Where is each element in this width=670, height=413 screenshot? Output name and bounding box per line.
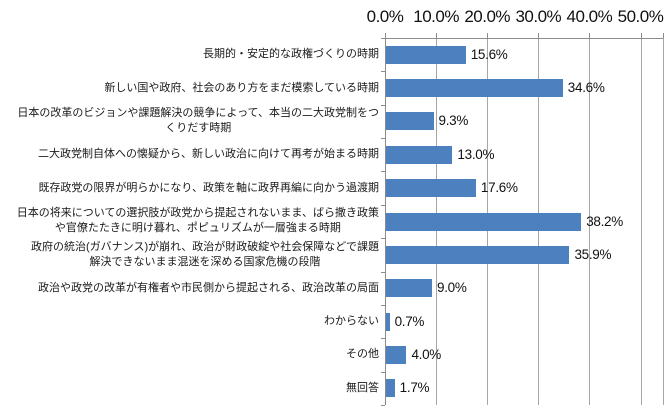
data-bar xyxy=(386,279,432,298)
category-axis-tick xyxy=(381,338,385,339)
category-axis-line xyxy=(385,38,386,405)
value-axis-tick-label: 30.0% xyxy=(515,7,562,26)
data-label: 38.2% xyxy=(586,213,623,229)
category-label-text: 無回答 xyxy=(346,381,379,394)
category-label-text: 日本の改革のビジョンや課題解決の競争によって、本当の二大政党制をつ くりだす時期 xyxy=(17,107,379,135)
category-label-text: 二大政党制自体への懐疑から、新しい政治に向けて再考が始まる時期 xyxy=(38,148,379,161)
category-label: わからない xyxy=(0,305,379,338)
category-axis-tick xyxy=(381,238,385,239)
category-axis-tick xyxy=(381,171,385,172)
data-label: 0.7% xyxy=(394,313,425,329)
data-bar xyxy=(386,212,582,231)
value-axis-tick-label: 40.0% xyxy=(566,7,613,26)
gridline xyxy=(640,38,642,405)
data-label: 17.6% xyxy=(480,180,518,196)
category-label: 既存政党の限界が明らかになり、政策を軸に政界再編に向かう過渡期 xyxy=(0,171,379,204)
data-bar xyxy=(386,312,390,331)
data-label: 34.6% xyxy=(567,80,605,96)
value-axis-tick xyxy=(640,33,642,38)
category-label: 新しい国や政府、社会のあり方をまだ模索している時期 xyxy=(0,71,379,104)
data-bar xyxy=(386,79,563,98)
category-label: 無回答 xyxy=(0,372,379,405)
category-label-text: その他 xyxy=(346,348,379,361)
gridline xyxy=(589,38,591,405)
data-label: 9.3% xyxy=(438,113,469,129)
data-bar xyxy=(386,179,476,198)
data-bar xyxy=(386,112,434,131)
category-label-text: 新しい国や政府、社会のあり方をまだ模索している時期 xyxy=(104,81,379,94)
category-label: 政府の統治(ガバナンス)が崩れ、政治が財政破綻や社会保障などで課題 解決できない… xyxy=(0,238,379,271)
data-bar xyxy=(386,245,570,264)
category-axis-tick xyxy=(381,38,385,39)
data-label: 4.0% xyxy=(411,346,442,362)
data-label: 35.9% xyxy=(574,246,612,262)
data-bar xyxy=(386,45,466,64)
category-label: 日本の改革のビジョンや課題解決の競争によって、本当の二大政党制をつ くりだす時期 xyxy=(0,105,379,138)
data-label: 15.6% xyxy=(470,46,508,62)
data-bar xyxy=(386,345,407,364)
category-axis-tick xyxy=(381,138,385,139)
data-label: 13.0% xyxy=(457,146,495,162)
category-axis-tick xyxy=(381,205,385,206)
category-label: 日本の将来についての選択肢が政党から提起されないまま、ばら撒き政策 や官僚たたき… xyxy=(0,205,379,238)
category-label-text: 日本の将来についての選択肢が政党から提起されないまま、ばら撒き政策 や官僚たたき… xyxy=(16,207,379,235)
category-axis-tick xyxy=(381,305,385,306)
value-axis-tick-label: 0.0% xyxy=(366,7,404,26)
category-label: 長期的・安定的な政権づくりの時期 xyxy=(0,38,379,71)
data-label: 1.7% xyxy=(399,380,430,396)
value-axis-tick xyxy=(538,33,540,38)
category-label-text: 政府の統治(ガバナンス)が崩れ、政治が財政破綻や社会保障などで課題 解決できない… xyxy=(31,240,379,268)
data-label: 9.0% xyxy=(436,280,467,296)
category-label-text: 長期的・安定的な政権づくりの時期 xyxy=(203,48,379,61)
category-label: 政治や政党の改革が有権者や市民側から提起される、政治改革の局面 xyxy=(0,272,379,305)
category-axis-tick xyxy=(381,105,385,106)
value-axis-tick-label: 50.0% xyxy=(617,7,664,26)
category-axis-tick xyxy=(381,405,385,406)
value-axis-tick-label: 10.0% xyxy=(413,7,459,26)
plot-right-border xyxy=(663,38,664,405)
category-label: その他 xyxy=(0,338,379,371)
data-bar xyxy=(386,145,453,164)
category-axis-tick xyxy=(381,372,385,373)
category-axis-tick xyxy=(381,71,385,72)
value-axis-tick xyxy=(663,33,664,38)
category-label-text: 政治や政党の改革が有権者や市民側から提起される、政治改革の局面 xyxy=(38,281,379,294)
value-axis-tick xyxy=(487,33,489,38)
category-axis-tick xyxy=(381,272,385,273)
value-axis-tick xyxy=(385,33,386,38)
value-axis-tick xyxy=(436,33,438,38)
data-bar xyxy=(386,379,395,398)
category-label-text: わからない xyxy=(324,315,379,328)
value-axis-tick xyxy=(589,33,591,38)
value-axis-tick-label: 20.0% xyxy=(464,7,511,26)
category-label-text: 既存政党の限界が明らかになり、政策を軸に政界再編に向かう過渡期 xyxy=(38,181,379,194)
category-label: 二大政党制自体への懐疑から、新しい政治に向けて再考が始まる時期 xyxy=(0,138,379,171)
value-axis-line xyxy=(382,38,663,39)
